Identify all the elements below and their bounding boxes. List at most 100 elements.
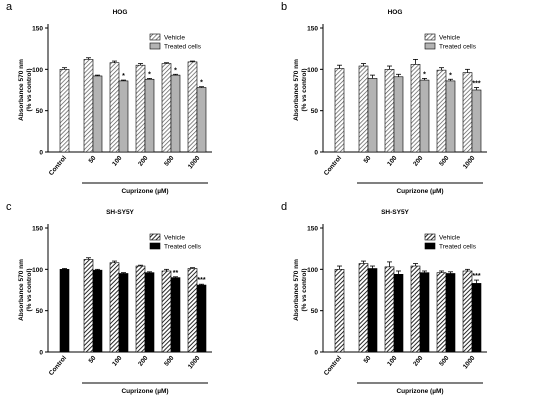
- legend-label-treated: Treated cells: [439, 244, 477, 251]
- treated-bar: [393, 76, 404, 153]
- control-bar: [334, 68, 345, 153]
- legend-swatch-treated: [149, 42, 161, 50]
- x-axis-label: Cuprizone (µM): [121, 388, 168, 395]
- chart-title: SH-SY5Y: [106, 209, 134, 216]
- legend-swatch-vehicle: [424, 33, 436, 41]
- legend-label-treated: Treated cells: [164, 44, 202, 51]
- legend-swatch-vehicle: [424, 233, 436, 241]
- y-tick-label: 0: [39, 350, 43, 357]
- treated-bar: [118, 80, 129, 153]
- y-tick-label: 50: [311, 108, 319, 115]
- significance-marker: ***: [197, 277, 205, 284]
- vehicle-bar: [410, 64, 421, 153]
- vehicle-bar: [187, 268, 198, 353]
- vehicle-bar: [83, 59, 94, 153]
- legend-label-vehicle: Vehicle: [164, 35, 185, 42]
- legend-swatch-treated: [424, 42, 436, 50]
- significance-marker: *: [449, 72, 452, 79]
- y-axis-label-units: (% vs control): [301, 69, 308, 112]
- panel-letter: b: [281, 1, 287, 13]
- vehicle-bar: [462, 72, 473, 153]
- y-axis-label-units: (% vs control): [301, 269, 308, 312]
- vehicle-bar: [436, 272, 447, 353]
- treated-bar: [144, 78, 155, 153]
- x-tick-label: 100: [111, 155, 124, 168]
- y-tick-label: 0: [314, 350, 318, 357]
- legend-label-treated: Treated cells: [164, 244, 202, 251]
- legend-swatch-vehicle: [149, 233, 161, 241]
- x-tick-label: 50: [363, 354, 373, 364]
- treated-bar: [92, 269, 103, 353]
- x-tick-label: 500: [163, 155, 176, 168]
- legend-label-treated: Treated cells: [439, 44, 477, 51]
- chart-panel-b: b HOG Absorbance 570 nm (% vs control) 0 50 10…: [281, 1, 487, 195]
- treated-bar: [170, 74, 181, 153]
- treated-bar: [445, 80, 456, 153]
- treated-bar: [118, 273, 129, 353]
- panel-letter: a: [6, 1, 13, 13]
- treated-bar: [196, 284, 207, 353]
- y-axis-label: Absorbance 570 nm: [293, 59, 300, 121]
- vehicle-bar: [109, 262, 120, 353]
- y-axis-label-units: (% vs control): [26, 69, 33, 112]
- chart-panel-a: a HOG Absorbance 570 nm (% vs control) 0 50 10…: [6, 1, 212, 195]
- vehicle-bar: [384, 69, 395, 153]
- legend-swatch-treated: [424, 242, 436, 250]
- vehicle-bar: [436, 69, 447, 153]
- y-tick-label: 0: [39, 150, 43, 157]
- significance-marker: *: [200, 80, 203, 87]
- vehicle-bar: [358, 65, 369, 153]
- x-tick-label: 1000: [187, 154, 202, 170]
- significance-marker: *: [122, 73, 125, 80]
- significance-marker: *: [174, 67, 177, 74]
- vehicle-bar: [462, 270, 473, 353]
- x-tick-label: 200: [137, 155, 150, 168]
- vehicle-bar: [410, 265, 421, 353]
- treated-bar: [471, 283, 482, 353]
- x-tick-label-control: Control: [323, 155, 343, 177]
- x-tick-label-control: Control: [323, 355, 343, 377]
- x-tick-label: 500: [438, 355, 451, 368]
- x-tick-label: 500: [438, 155, 451, 168]
- vehicle-bar: [161, 270, 172, 353]
- x-tick-label: 50: [88, 154, 98, 164]
- y-axis-label-units: (% vs control): [26, 269, 33, 312]
- x-tick-label-control: Control: [48, 355, 68, 377]
- y-tick-label: 50: [36, 308, 44, 315]
- vehicle-bar: [109, 62, 120, 153]
- x-tick-label: 100: [111, 355, 124, 368]
- y-tick-label: 100: [307, 67, 318, 74]
- panel-letter: d: [281, 201, 287, 213]
- treated-bar: [92, 75, 103, 153]
- treated-bar: [196, 87, 207, 153]
- chart-panel-d: d SH-SY5Y Absorbance 570 nm (% vs control) 0…: [281, 201, 487, 395]
- vehicle-bar: [135, 64, 146, 153]
- y-tick-label: 150: [307, 226, 318, 233]
- legend-swatch-vehicle: [149, 33, 161, 41]
- treated-bar: [393, 273, 404, 353]
- y-tick-label: 100: [307, 267, 318, 274]
- y-tick-label: 100: [32, 67, 43, 74]
- treated-bar: [419, 272, 430, 353]
- panel-letter: c: [6, 201, 12, 213]
- control-bar: [59, 269, 70, 353]
- x-tick-label: 200: [412, 355, 425, 368]
- vehicle-bar: [384, 266, 395, 353]
- x-tick-label: 50: [363, 154, 373, 164]
- y-tick-label: 150: [32, 226, 43, 233]
- legend-label-vehicle: Vehicle: [439, 35, 460, 42]
- x-tick-label: 200: [137, 355, 150, 368]
- chart-panel-c: c SH-SY5Y Absorbance 570 nm (% vs control) 0…: [6, 201, 212, 395]
- vehicle-bar: [187, 61, 198, 153]
- treated-bar: [144, 272, 155, 353]
- x-tick-label: 200: [412, 155, 425, 168]
- chart-title: HOG: [388, 9, 403, 16]
- x-axis-label: Cuprizone (µM): [121, 188, 168, 195]
- x-axis-label: Cuprizone (µM): [396, 388, 443, 395]
- x-tick-label: 500: [163, 355, 176, 368]
- treated-bar: [471, 89, 482, 153]
- y-tick-label: 150: [32, 26, 43, 33]
- treated-bar: [367, 78, 378, 153]
- significance-marker: *: [423, 71, 426, 78]
